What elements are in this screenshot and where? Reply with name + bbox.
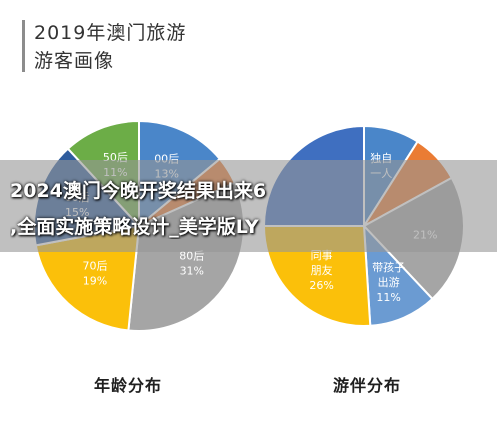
headline-line-1[interactable]: 2024澳门今晚开奖结果出来6: [10, 180, 267, 202]
figure-title-line-2: 游客画像: [34, 50, 115, 72]
figure-title-line-1: 2019年澳门旅游: [34, 22, 187, 44]
title-accent-bar: [22, 20, 25, 72]
pie-slice-label: 同事: [311, 249, 333, 262]
pie-slice-label: 11%: [376, 291, 400, 304]
pie-slice-label: 31%: [180, 265, 204, 278]
pie-slice-label: 26%: [309, 279, 333, 292]
pie-slice-label: 19%: [83, 274, 107, 287]
pie-slice: [34, 224, 141, 332]
headline-line-2[interactable]: ,全面实施策略设计_美学版LY: [10, 216, 259, 238]
pie-slice-label: 70后: [83, 259, 108, 272]
pie-slice-label: 80后: [179, 250, 204, 263]
age-distribution-caption: 年龄分布: [94, 376, 163, 395]
pie-slice-label: 朋友: [311, 263, 333, 277]
pie-slice-label: 出游: [378, 275, 400, 289]
headline-banner[interactable]: [0, 160, 497, 252]
companion-distribution-caption: 游伴分布: [333, 376, 402, 395]
pie-slice-label: 带孩子: [372, 261, 405, 274]
